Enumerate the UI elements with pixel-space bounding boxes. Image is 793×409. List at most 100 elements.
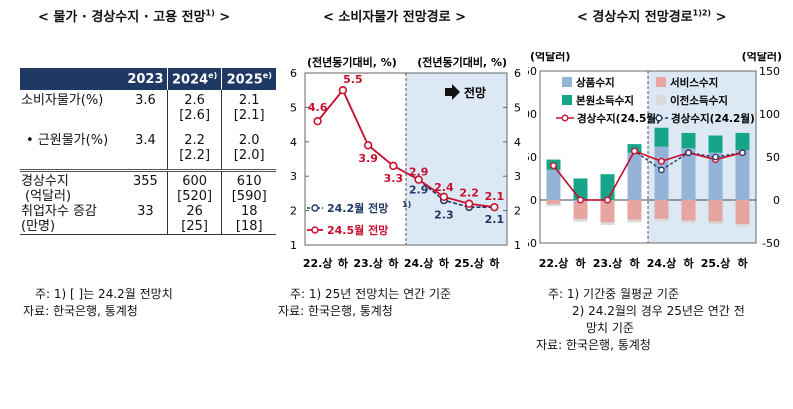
x-tick-label: 하 [683,256,694,270]
current-account-bar-chart: -50-50005050100100150150(억달러)(억달러)22.상하2… [528,52,782,270]
series-line-may [552,149,743,201]
cell-core-2024: 2.2 [2.2] [166,123,223,171]
bar-secondary-income [681,220,696,224]
bar-services [573,201,588,219]
bar-primary-income [708,135,723,153]
y-tick-left: 4 [290,136,297,149]
data-label-may: 5.5 [343,73,363,86]
bar-secondary-income [627,219,642,223]
bar-primary-income [654,127,669,147]
series-point-may [389,161,398,171]
series-point-feb [712,153,719,161]
cpi-notes: 주: 1) 25년 전망치는 연간 기준 자료: 한국은행, 통계청 [278,286,452,320]
bar-goods [627,152,642,200]
ca-notes: 주: 1) 기간중 월평균 기준 2) 24.2월의 경우 25년은 연간 전 … [536,286,745,354]
cell-emp-2025: 18 [18] [221,204,276,235]
table-title: < 물가 · 경상수지 · 고용 전망1) > [38,8,231,25]
table-notes: 주: 1) [ ]는 24.2월 전망치 자료: 한국은행, 통계청 [23,286,173,320]
legend-secondary-income-label: 이전소득수지 [670,94,728,107]
legend-label-may: 24.5월 전망 [327,223,388,237]
y-tick-left: 1 [290,239,297,252]
cpi-note-1: 주: 1) 25년 전망치는 연간 기준 [290,287,452,301]
y-tick-left: 3 [290,170,297,183]
cpi-chart-title: < 소비자물가 전망경로 > [323,10,467,25]
forecast-table: 2023 2024e) 2025e) 소비자물가(%) 3.6 2.6 [2.6]… [20,68,276,235]
legend-ca-feb-marker [655,114,663,122]
cell-core-2025: 2.0 [2.0] [233,133,265,163]
y-tick-right: 150 [759,65,780,78]
cell-cpi-2024: 2.6 [2.6] [166,90,223,123]
current-account-chart-title: < 경상수지 전망경로1)2) > [577,8,727,25]
legend-label-feb-sup: 1) [402,200,411,209]
series-point-may [414,175,423,184]
ca-note-3: 망치 기준 [586,321,634,335]
x-tick-label: 22.상 [539,256,569,270]
bar-secondary-income [735,224,750,227]
cell-cpi-2023: 3.6 [135,93,156,108]
legend-label-feb: 24.2월 전망 [327,201,388,215]
cell-emp-2023: 33 [124,204,168,235]
bar-services [708,200,723,222]
legend-ca-may-label: 경상수지(24.5월) [577,112,661,125]
x-tick-label: 하 [629,256,640,270]
legend-primary-income-label: 본원소득수지 [576,94,634,107]
series-point-may [657,157,665,165]
y-unit-right: (전년동기대비, %) [417,55,507,69]
y-tick-right: 0 [773,194,780,207]
y-tick-right: 1 [514,239,521,252]
row-label-core: • 근원물가(%) [26,133,109,148]
table-header-blank [20,68,124,90]
series-point-may [363,141,373,150]
cpi-source: 자료: 한국은행, 통계청 [278,304,393,318]
bar-primary-income [735,132,750,151]
table-note-1: 주: 1) [ ]는 24.2월 전망치 [35,287,173,301]
y-unit-left: (전년동기대비, %) [307,55,397,69]
x-tick-label: 하 [439,256,450,270]
data-label-feb: 2.1 [485,213,505,226]
bar-services [546,200,561,205]
data-label-may: 2.1 [485,190,505,203]
table-row-core: • 근원물가(%) 3.4 2.2 [2.2] 2.0 [2.0] [20,123,276,171]
legend-marker-feb [311,204,319,212]
x-tick-label: 24.상 [647,256,677,270]
series-point-may [313,116,322,126]
legend-services-label: 서비스수지 [670,76,718,89]
cell-ca-2023: 355 [124,169,168,204]
ca-note-1: 주: 1) 기간중 월평균 기준 [548,287,679,301]
series-point-may [338,85,348,95]
y-tick-right: 3 [514,170,521,183]
legend-ca-feb-label: 경상수지(24.2월) [671,112,755,125]
x-tick-label: 22.상 [303,256,333,270]
table-header-2024: 2024e) [166,68,223,90]
forecast-arrow-icon [445,84,460,100]
bar-goods [654,146,669,200]
y-tick-right: 4 [514,136,521,149]
y-tick-right: 5 [514,101,521,114]
data-label-may: 2.4 [434,181,454,194]
ca-source: 자료: 한국은행, 통계청 [536,338,651,352]
bar-secondary-income [573,218,588,222]
bar-services [627,200,642,220]
data-label-feb: 2.3 [434,208,454,221]
bar-goods [735,150,750,200]
table-source: 자료: 한국은행, 통계청 [23,304,138,318]
series-point-feb [685,149,692,156]
cell-emp-2024: 26 [25] [166,204,223,235]
row-label-cpi: 소비자물가(%) [21,93,104,108]
bar-secondary-income [600,222,615,225]
y-tick-left: -50 [528,237,537,250]
data-label-may: 3.3 [384,172,404,185]
legend-services-swatch [656,77,666,87]
row-label-current-account: 경상수지 (억달러) [20,169,124,204]
y-unit-right: (억달러) [742,52,782,63]
y-tick-left: 50 [528,151,537,164]
series-point-feb [658,166,665,174]
x-tick-label: 25.상 [454,256,484,270]
x-tick-label: 23.상 [353,256,383,270]
y-tick-left: 100 [528,108,537,121]
legend-goods-swatch [562,77,572,87]
x-tick-label: 하 [338,256,349,270]
cell-core-2023: 3.4 [135,133,156,148]
legend-ca-may-marker [561,114,569,122]
bar-primary-income [600,174,615,200]
